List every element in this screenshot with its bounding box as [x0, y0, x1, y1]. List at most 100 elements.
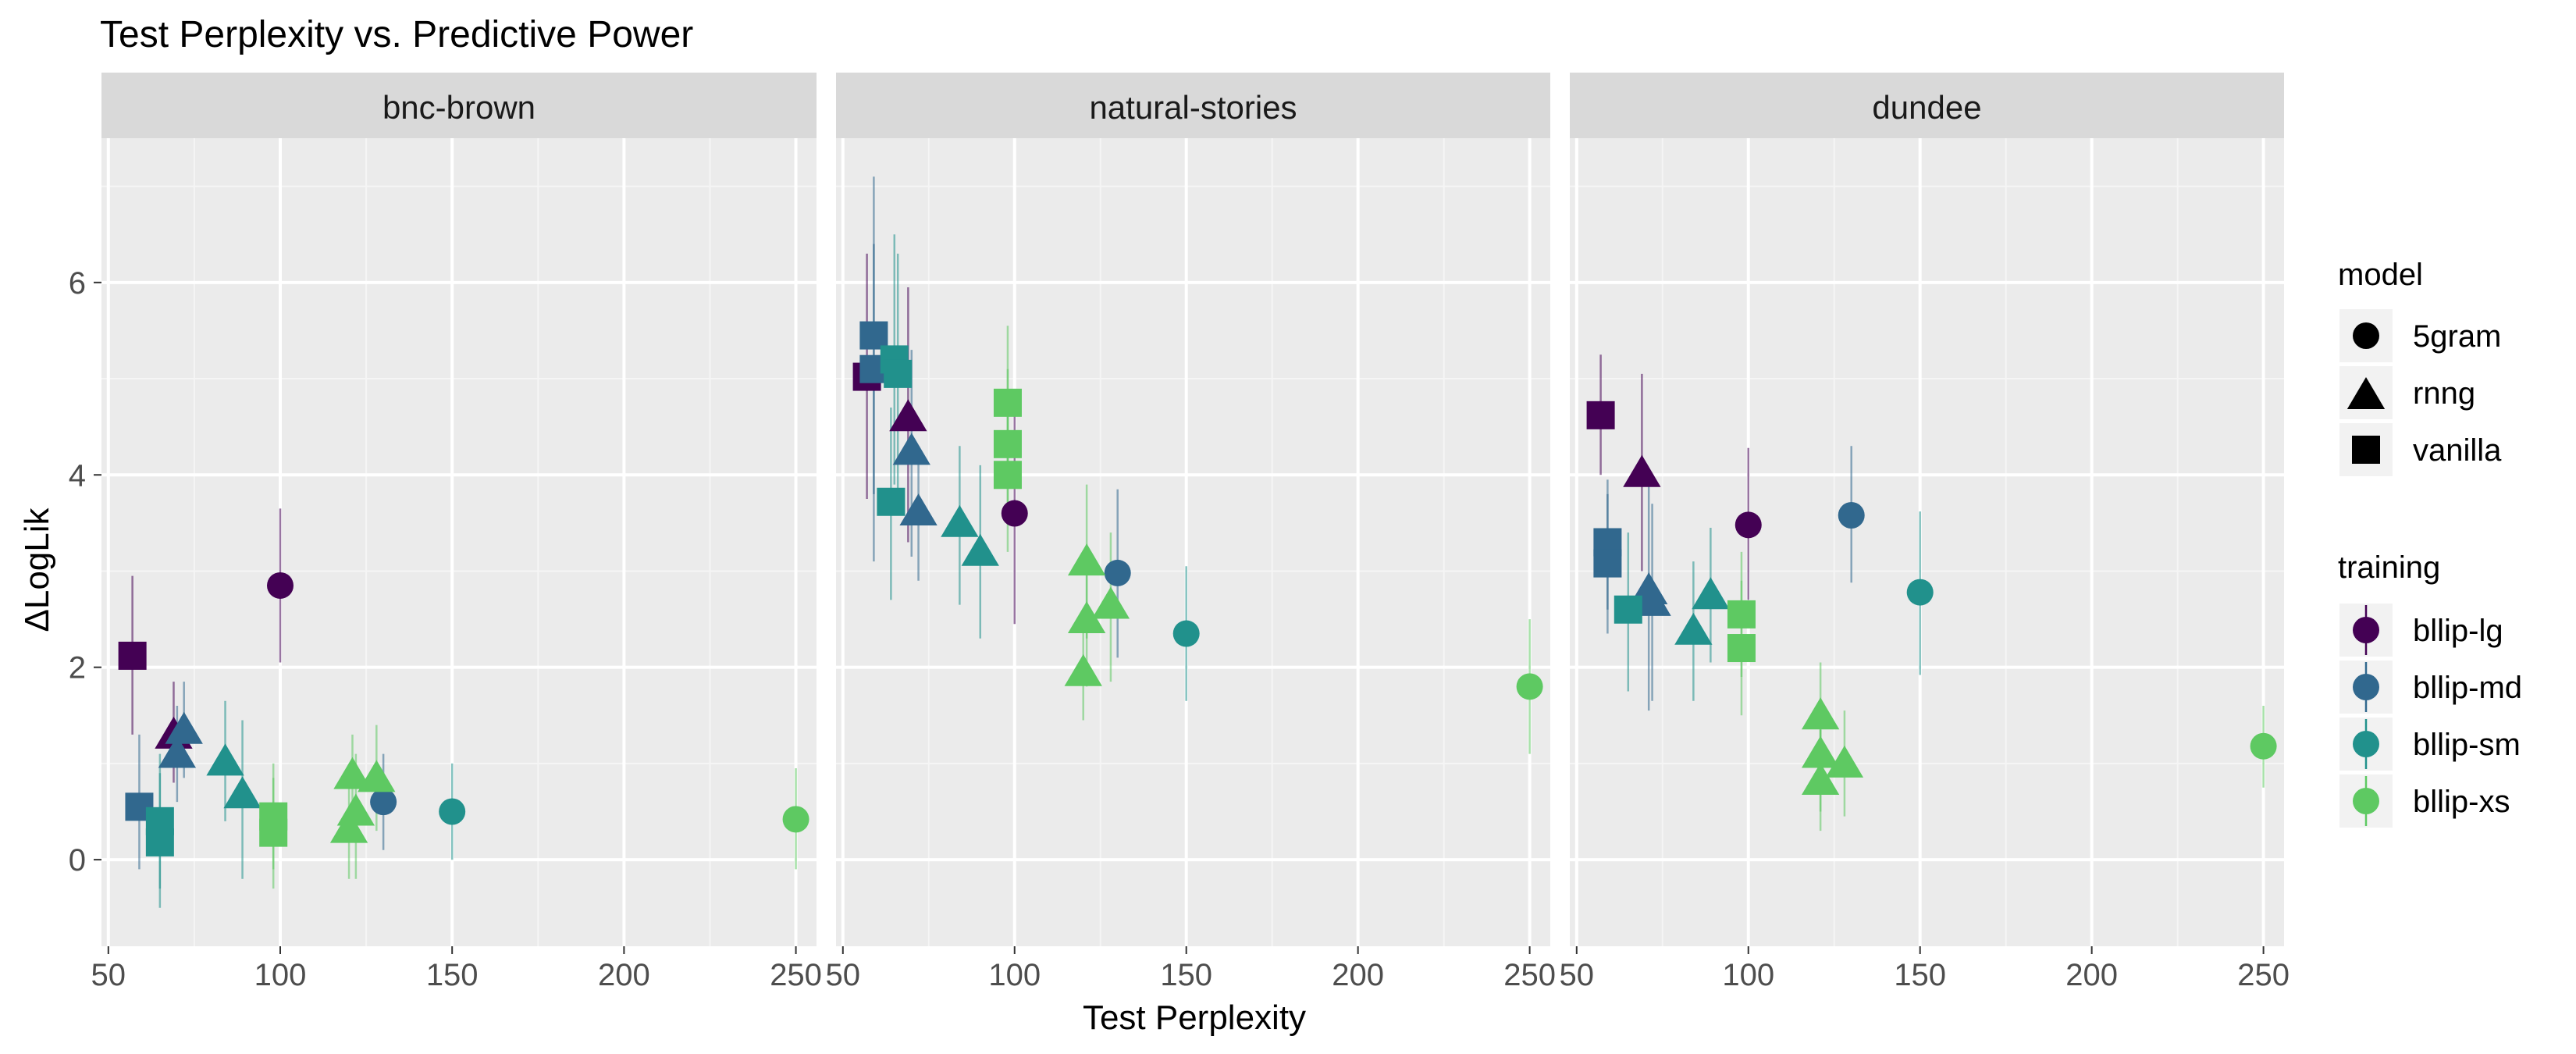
y-tick-label: 6 — [69, 266, 86, 301]
data-point-5gram-bllip-md — [1104, 559, 1131, 586]
panel-strip-label: dundee — [1872, 89, 1981, 126]
x-tick-label: 200 — [2065, 958, 2118, 992]
legend-label-bllip-xs: bllip-xs — [2413, 785, 2510, 819]
data-point-rnng-bllip-sm — [941, 504, 979, 537]
panel-natural-stories: natural-stories 50 100 150 200 250 — [826, 73, 1556, 992]
chart-title: Test Perplexity vs. Predictive Power — [100, 14, 693, 55]
data-point-rnng-bllip-md — [158, 735, 197, 768]
x-tick-label: 50 — [1560, 958, 1595, 992]
data-point-vanilla-bllip-lg — [118, 641, 147, 670]
legend-title-training: training — [2338, 550, 2440, 585]
data-point-5gram-bllip-sm — [1172, 620, 1200, 647]
data-point-rnng-bllip-sm — [961, 533, 999, 566]
data-point-rnng-bllip-lg — [889, 399, 927, 432]
data-point-rnng-bllip-xs — [1801, 735, 1840, 768]
data-point-rnng-bllip-xs — [329, 810, 368, 843]
data-point-rnng-bllip-sm — [1692, 577, 1730, 610]
facet-panels: bnc-brown 50 100 150 200 250 natural-stories 50… — [91, 73, 2290, 992]
data-point-rnng-bllip-md — [899, 493, 938, 526]
data-point-5gram-bllip-lg — [1735, 511, 1762, 539]
data-point-rnng-bllip-md — [1633, 583, 1671, 616]
x-tick-label: 100 — [254, 958, 307, 992]
data-point-rnng-bllip-xs — [1801, 763, 1840, 796]
y-tick-label: 2 — [69, 651, 86, 685]
data-point-vanilla-bllip-sm — [884, 359, 913, 388]
legend-label-rnng: rnng — [2413, 376, 2475, 411]
panel-background — [836, 138, 1550, 946]
legend-title-model: model — [2338, 258, 2423, 292]
legend-key-vanilla — [2352, 436, 2380, 464]
data-point-vanilla-bllip-sm — [145, 828, 174, 856]
data-point-rnng-bllip-xs — [358, 760, 396, 792]
x-tick-label: 200 — [1332, 958, 1384, 992]
data-point-rnng-bllip-xs — [1067, 543, 1106, 576]
data-point-vanilla-bllip-xs — [1727, 600, 1756, 628]
legend-label-bllip-md: bllip-md — [2413, 671, 2522, 705]
panel-bnc-brown: bnc-brown 50 100 150 200 250 — [91, 73, 822, 992]
data-point-5gram-bllip-lg — [267, 572, 294, 599]
data-point-rnng-bllip-xs — [1064, 653, 1102, 686]
y-axis: 0 2 4 6 — [69, 266, 101, 878]
data-point-rnng-bllip-md — [892, 433, 930, 465]
x-tick-label: 100 — [988, 958, 1041, 992]
data-point-vanilla-bllip-lg — [1586, 401, 1615, 429]
data-point-vanilla-bllip-md — [1593, 549, 1622, 578]
data-point-5gram-bllip-lg — [1001, 500, 1028, 527]
data-point-vanilla-bllip-md — [859, 321, 888, 350]
data-point-vanilla-bllip-xs — [259, 818, 288, 847]
panel-background — [1570, 138, 2284, 946]
data-point-rnng-bllip-xs — [333, 757, 372, 789]
legend-key-bllip-lg — [2353, 617, 2379, 643]
data-point-vanilla-bllip-xs — [1727, 634, 1756, 663]
data-point-rnng-bllip-xs — [1801, 697, 1840, 730]
data-point-5gram-bllip-md — [1838, 502, 1865, 529]
x-tick-label: 100 — [1722, 958, 1774, 992]
data-point-5gram-bllip-md — [370, 789, 397, 816]
data-point-rnng-bllip-xs — [1091, 586, 1130, 619]
data-point-rnng-bllip-sm — [206, 743, 244, 776]
x-tick-label: 250 — [2237, 958, 2290, 992]
data-point-rnng-bllip-md — [165, 711, 203, 744]
data-point-5gram-bllip-xs — [782, 806, 809, 833]
x-tick-label: 50 — [826, 958, 861, 992]
data-point-rnng-bllip-xs — [1067, 601, 1106, 634]
panel-strip-label: bnc-brown — [382, 89, 535, 126]
data-point-rnng-bllip-sm — [223, 776, 262, 809]
panel-strip — [836, 73, 1550, 138]
x-tick-label: 250 — [1503, 958, 1556, 992]
x-tick-label: 50 — [91, 958, 126, 992]
x-tick-label: 250 — [770, 958, 822, 992]
panel-strip-label: natural-stories — [1089, 89, 1297, 126]
panel-strip — [101, 73, 817, 138]
legend-key-bllip-xs — [2353, 788, 2379, 814]
y-tick-label: 4 — [69, 458, 86, 493]
x-axis-title: Test Perplexity — [1083, 999, 1306, 1037]
data-point-rnng-bllip-lg — [1623, 454, 1661, 487]
data-point-5gram-bllip-sm — [439, 798, 466, 825]
data-point-vanilla-bllip-sm — [877, 487, 906, 516]
panel-strip — [1570, 73, 2284, 138]
data-point-rnng-bllip-xs — [1825, 745, 1864, 778]
legend: model 5gram rnng vanilla training bllip-lg bll… — [2338, 258, 2522, 828]
data-point-vanilla-bllip-xs — [993, 388, 1022, 417]
data-point-5gram-bllip-xs — [1516, 673, 1543, 700]
legend-key-bllip-md — [2353, 674, 2379, 700]
legend-key-5gram — [2353, 322, 2379, 349]
data-point-vanilla-bllip-xs — [993, 461, 1022, 490]
legend-key-rnng — [2347, 377, 2386, 409]
legend-label-5gram: 5gram — [2413, 319, 2501, 354]
data-point-vanilla-bllip-sm — [1614, 595, 1642, 624]
data-point-vanilla-bllip-xs — [993, 429, 1022, 458]
legend-label-bllip-lg: bllip-lg — [2413, 614, 2503, 648]
y-tick-label: 0 — [69, 843, 86, 878]
x-tick-label: 150 — [426, 958, 479, 992]
data-point-5gram-bllip-xs — [2250, 732, 2277, 760]
x-tick-label: 150 — [1894, 958, 1946, 992]
data-point-5gram-bllip-sm — [1906, 579, 1934, 606]
y-axis-title: ΔLogLik — [18, 507, 56, 632]
legend-label-bllip-sm: bllip-sm — [2413, 728, 2521, 762]
panel-dundee: dundee 50 100 150 200 250 — [1560, 73, 2290, 992]
data-point-rnng-bllip-sm — [1674, 612, 1713, 645]
legend-key-bllip-sm — [2353, 731, 2379, 757]
